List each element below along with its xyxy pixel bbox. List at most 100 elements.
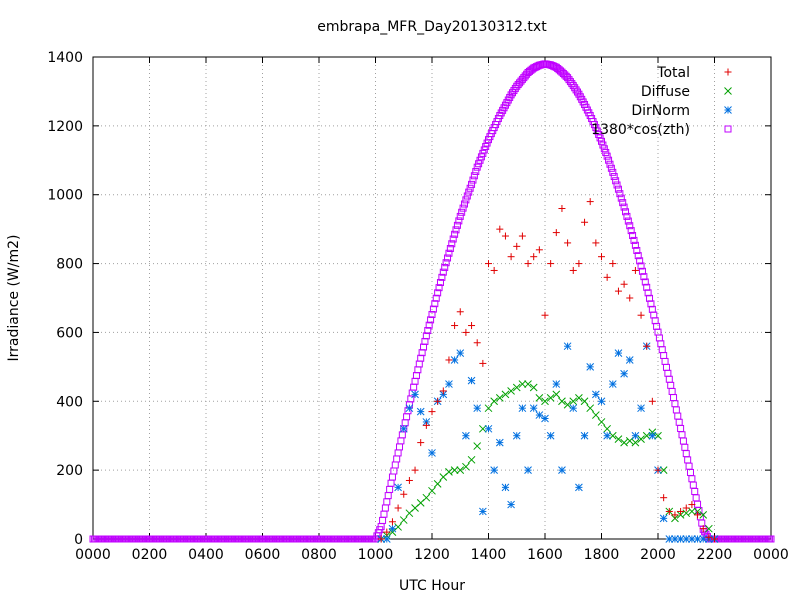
series-total [377, 198, 718, 543]
cos-point [463, 192, 471, 200]
total-point [394, 504, 402, 512]
legend-marker-dirnorm [724, 106, 732, 114]
diffuse-point [394, 523, 402, 531]
cos-point [667, 381, 675, 389]
diffuse-point [575, 393, 583, 402]
diffuse-point [478, 424, 487, 433]
cos-point [383, 498, 391, 506]
diffuse-point [597, 418, 606, 426]
dirnorm-point [699, 535, 708, 543]
cos-point [686, 468, 694, 476]
y-tick-label: 0 [74, 532, 83, 548]
cos-point [381, 504, 389, 512]
total-point [614, 287, 622, 295]
cos-point [600, 145, 608, 153]
diffuse-point [462, 462, 470, 471]
total-point [586, 198, 594, 206]
diffuse-point [473, 442, 482, 450]
total-point [485, 260, 492, 268]
diffuse-point [422, 493, 431, 502]
cos-point [603, 152, 611, 160]
axis-ticks: 0000 0200 0400 0600 0800 1000 1200 1400 1600 1800… [47, 50, 788, 563]
cos-point [449, 235, 457, 243]
cos-point [607, 164, 615, 172]
cos-point [688, 475, 696, 483]
cos-point [651, 317, 659, 325]
total-point [405, 476, 413, 484]
legend-label-total: Total [656, 65, 690, 81]
total-point [541, 311, 549, 319]
legend: Total Diffuse DirNorm 1380*cos(zth) [591, 65, 732, 138]
cos-point [598, 137, 605, 145]
cos-point [661, 357, 669, 365]
total-point [581, 218, 589, 226]
y-tick-label: 1000 [47, 188, 83, 204]
cos-point [472, 167, 480, 175]
dirnorm-point [659, 514, 668, 523]
cos-point [441, 263, 449, 271]
cos-point [469, 176, 477, 184]
cos-point [622, 208, 630, 216]
diffuse-point [682, 509, 691, 518]
cos-point [691, 487, 699, 495]
total-point [688, 501, 696, 509]
diffuse-point [580, 397, 589, 406]
cos-point [610, 173, 618, 181]
cos-point [694, 500, 702, 508]
dirnorm-point [388, 524, 397, 533]
legend-marker-1380-cos-zth [724, 125, 732, 133]
total-point [496, 225, 504, 233]
cos-point [456, 212, 464, 220]
cos-point [429, 305, 437, 313]
diffuse-point [433, 480, 442, 488]
x-tick-label: 2200 [697, 547, 733, 563]
cos-point [679, 437, 687, 445]
dirnorm-point [428, 449, 436, 457]
legend-label-dirnorm: DirNorm [631, 103, 690, 119]
diffuse-point [541, 397, 549, 406]
dirnorm-point [586, 363, 595, 371]
dirnorm-point [507, 500, 515, 509]
cos-point [435, 284, 443, 292]
total-point [456, 308, 464, 316]
cos-point [446, 245, 454, 253]
cos-point [459, 204, 467, 212]
diffuse-point [637, 435, 645, 444]
cos-point [465, 188, 473, 196]
cos-point [653, 322, 661, 330]
cos-point [453, 221, 461, 229]
diffuse-point [518, 380, 527, 388]
cos-point [428, 311, 436, 319]
cos-point [675, 418, 683, 426]
total-point [518, 232, 526, 240]
total-point [699, 525, 707, 533]
cos-point [684, 456, 692, 464]
cos-point [434, 289, 442, 297]
cos-point [634, 252, 642, 260]
diffuse-point [535, 393, 544, 402]
dirnorm-point [620, 369, 628, 378]
diffuse-point [507, 387, 515, 395]
chart-title: embrapa_MFR_Day20130312.txt [317, 19, 547, 35]
cos-point [626, 222, 634, 230]
dirnorm-point [591, 390, 600, 399]
diffuse-point [428, 486, 436, 495]
total-point [677, 507, 685, 515]
cos-point [605, 156, 613, 164]
dirnorm-point [552, 380, 561, 388]
diffuse-point [608, 431, 617, 440]
cos-point [458, 208, 466, 216]
legend-marker-total [724, 68, 732, 76]
total-point [411, 466, 419, 474]
dirnorm-point [625, 356, 634, 364]
legend-label-diffuse: Diffuse [641, 84, 690, 100]
cos-point [617, 194, 625, 202]
diffuse-point [456, 466, 465, 474]
cos-point [685, 462, 693, 470]
cos-point [412, 372, 420, 380]
cos-point [422, 332, 430, 340]
total-point [445, 356, 453, 364]
diffuse-point [399, 516, 408, 524]
dirnorm-point [524, 466, 532, 474]
